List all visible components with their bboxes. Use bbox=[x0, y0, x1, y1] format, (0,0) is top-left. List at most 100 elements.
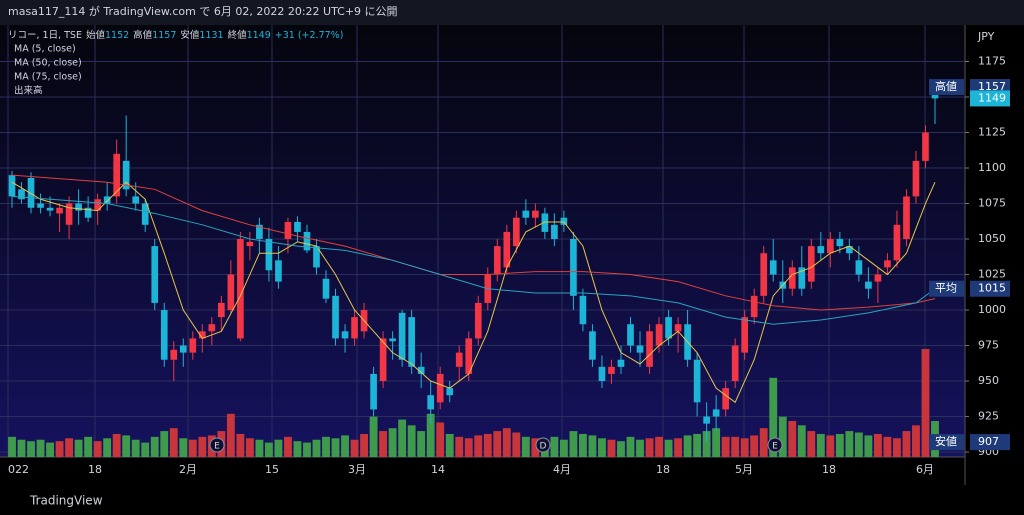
candle-body bbox=[836, 239, 844, 247]
x-tick-label: 18 bbox=[656, 463, 670, 476]
candle-body bbox=[218, 302, 225, 318]
x-tick-label: 2月 bbox=[179, 463, 197, 476]
x-tick-label: 6月 bbox=[916, 463, 934, 476]
volume-bar bbox=[617, 441, 625, 457]
candle-body bbox=[855, 260, 863, 275]
volume-bar bbox=[65, 438, 74, 457]
candle-body bbox=[655, 324, 663, 346]
candle-body bbox=[865, 281, 872, 289]
volume-bar bbox=[854, 432, 863, 457]
volume-bar bbox=[521, 436, 530, 457]
volume-bar bbox=[512, 432, 521, 457]
volume-bar bbox=[103, 438, 112, 457]
candle-body bbox=[18, 189, 25, 200]
volume-bar bbox=[341, 435, 349, 457]
badge-label: 安値 bbox=[935, 434, 957, 448]
volume-bar bbox=[636, 439, 644, 457]
candle-body bbox=[398, 312, 406, 360]
volume-bar bbox=[797, 425, 806, 457]
legend-open: 1152 bbox=[105, 30, 129, 41]
volume-bar bbox=[588, 435, 597, 457]
legend-symbol: リコー, 1日, TSE bbox=[8, 30, 82, 41]
volume-bar bbox=[398, 419, 407, 457]
candle-body bbox=[179, 345, 187, 353]
header: masa117_114 が TradingView.com で 6月 02, 2… bbox=[8, 4, 398, 18]
candle-body bbox=[455, 352, 463, 367]
legend-close: 1149 bbox=[247, 30, 271, 41]
footer-bar bbox=[0, 485, 1024, 515]
candle-body bbox=[208, 324, 216, 332]
legend-low_label: 安値 bbox=[180, 29, 200, 41]
candle-body bbox=[884, 260, 891, 268]
y-tick-label: 1025 bbox=[978, 268, 1006, 281]
volume-bar bbox=[626, 436, 635, 457]
event-marker bbox=[535, 437, 551, 453]
candle-body bbox=[693, 359, 701, 403]
candle-body bbox=[570, 239, 577, 296]
event-label: D bbox=[540, 442, 547, 452]
candle-body bbox=[303, 231, 311, 251]
volume-bar bbox=[893, 438, 901, 457]
candle-body bbox=[731, 345, 739, 382]
event-marker bbox=[209, 437, 225, 453]
candle-body bbox=[103, 196, 111, 204]
volume-bar bbox=[769, 377, 778, 457]
legend-ma: MA (50, close) bbox=[14, 58, 82, 69]
candle-body bbox=[446, 388, 454, 396]
y-tick-label: 1175 bbox=[978, 54, 1006, 67]
volume-bar bbox=[778, 416, 787, 457]
candle-body bbox=[113, 153, 121, 197]
volume-bar bbox=[8, 436, 16, 457]
plot-area bbox=[0, 25, 965, 457]
volume-bar bbox=[74, 439, 83, 457]
candle-body bbox=[408, 317, 415, 367]
legend-close_label: 終値 bbox=[228, 29, 248, 41]
volume-bar bbox=[188, 439, 197, 457]
candle-body bbox=[84, 207, 92, 218]
volume-bar bbox=[369, 416, 378, 457]
legend-high_label: 高値 bbox=[133, 29, 153, 41]
volume-bar bbox=[150, 436, 159, 457]
volume-bar bbox=[36, 439, 45, 457]
candle-body bbox=[769, 260, 777, 275]
x-tick-label: 3月 bbox=[348, 463, 366, 476]
candle-body bbox=[665, 317, 672, 339]
event-label: E bbox=[214, 442, 220, 452]
volume-bar bbox=[759, 428, 768, 457]
volume-bar bbox=[322, 436, 330, 457]
x-tick-label: 022 bbox=[8, 463, 29, 476]
volume-bar bbox=[474, 435, 483, 457]
volume-bar bbox=[293, 441, 302, 457]
volume-bar bbox=[845, 431, 854, 457]
volume-bar bbox=[598, 438, 606, 457]
volume-bar bbox=[360, 433, 369, 457]
candle-body bbox=[912, 160, 920, 197]
volume-bar bbox=[683, 435, 692, 457]
volume-bar bbox=[112, 433, 121, 457]
candle-body bbox=[617, 359, 625, 367]
volume-bar bbox=[921, 349, 930, 457]
volume-bar bbox=[502, 428, 511, 457]
legend-volume: 出来高 bbox=[14, 85, 43, 97]
candle-body bbox=[636, 345, 644, 353]
candle-body bbox=[227, 274, 235, 311]
candle-body bbox=[493, 246, 501, 275]
volume-bar bbox=[436, 422, 445, 457]
volume-bar bbox=[455, 436, 464, 457]
volume-bar bbox=[379, 431, 388, 457]
volume-bar bbox=[27, 441, 35, 457]
volume-bar bbox=[236, 433, 245, 457]
candle-body bbox=[141, 203, 149, 225]
volume-bar bbox=[607, 439, 616, 457]
volume-bar bbox=[721, 436, 730, 457]
volume-bar bbox=[883, 436, 892, 457]
candle-body bbox=[427, 395, 435, 410]
volume-bar bbox=[816, 433, 825, 457]
currency: JPY bbox=[977, 30, 995, 43]
candle-body bbox=[122, 160, 130, 190]
candle-body bbox=[788, 267, 796, 289]
volume-bar bbox=[559, 439, 568, 457]
x-tick-label: 5月 bbox=[735, 463, 753, 476]
x-tick-label: 18 bbox=[88, 463, 102, 476]
